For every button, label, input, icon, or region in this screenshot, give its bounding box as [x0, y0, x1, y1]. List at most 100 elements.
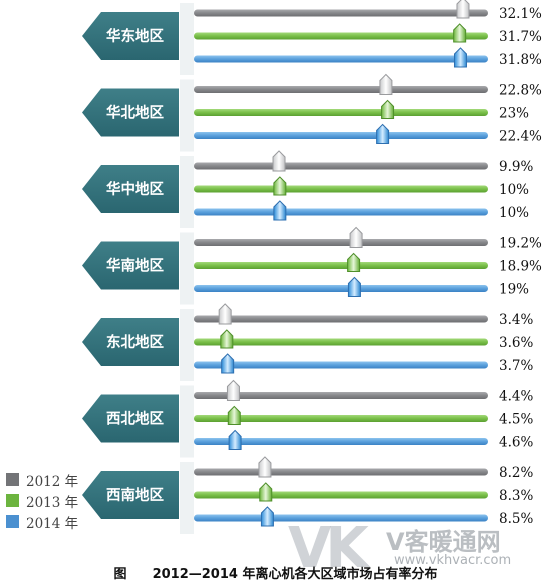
track-2014: [194, 132, 488, 139]
value-label-2014: 31.8%: [499, 52, 542, 68]
value-label-2013: 4.5%: [499, 412, 533, 428]
legend: 2012 年 2013 年 2014 年: [6, 469, 78, 532]
marker-2012: [349, 226, 363, 248]
value-label-2014: 19%: [499, 282, 529, 298]
region-group: 华中地区 9.9% 10% 10%: [82, 150, 533, 228]
value-label-2013: 10%: [499, 182, 529, 198]
marker-2013: [259, 482, 273, 502]
caption-label: 图: [113, 567, 127, 582]
marker-2014: [273, 200, 287, 221]
track-2012: [194, 162, 488, 170]
track-2014: [194, 55, 488, 63]
legend-item-2013: 2013 年: [6, 490, 78, 511]
marker-2012: [218, 303, 232, 325]
track-2014: [194, 438, 488, 445]
region-panel: [180, 462, 194, 534]
track-2014: [194, 361, 488, 369]
marker-2014: [228, 429, 242, 450]
marker-2014: [260, 506, 274, 527]
track-2013: [194, 262, 488, 269]
legend-label-2013: 2013 年: [26, 494, 79, 511]
track-2013: [194, 491, 488, 499]
region-tag: [82, 165, 179, 213]
region-label: 华东地区: [106, 27, 164, 45]
region-group: 华东地区 32.1% 31.7% 31.8%: [82, 0, 542, 75]
region-tag: [82, 241, 179, 290]
marker-2013: [381, 99, 395, 119]
region-tag: [82, 12, 179, 60]
value-label-2014: 22.4%: [499, 129, 542, 145]
track-2013: [194, 338, 488, 346]
marker-2014: [221, 353, 235, 374]
marker-2014: [453, 47, 467, 68]
marker-2013: [220, 329, 234, 349]
region-tag: [82, 318, 179, 366]
region-group: 西南地区 8.2% 8.3% 8.5%: [82, 456, 533, 534]
value-label-2012: 22.8%: [499, 83, 542, 99]
region-panel: [180, 3, 194, 75]
marker-2014: [347, 276, 361, 297]
region-panel: [180, 156, 194, 228]
value-label-2012: 8.2%: [499, 465, 533, 481]
legend-swatch-2012: [6, 473, 19, 486]
legend-label-2014: 2014 年: [26, 515, 79, 532]
track-2012: [194, 9, 488, 17]
region-label: 西北地区: [106, 410, 164, 428]
marker-2012: [258, 456, 272, 478]
marker-2012: [456, 0, 470, 19]
value-label-2012: 19.2%: [499, 236, 542, 252]
track-2013: [194, 185, 488, 193]
value-label-2014: 3.7%: [499, 358, 533, 374]
region-label: 华南地区: [106, 257, 164, 275]
track-2013: [194, 415, 488, 422]
region-panel: [180, 232, 194, 305]
value-label-2014: 8.5%: [499, 511, 533, 527]
marker-2012: [379, 73, 393, 95]
value-label-2013: 3.6%: [499, 335, 533, 351]
value-label-2013: 18.9%: [499, 259, 542, 275]
legend-item-2012: 2012 年: [6, 469, 78, 490]
marker-2013: [453, 23, 467, 43]
region-tag: [82, 471, 179, 519]
marker-2012: [272, 150, 286, 172]
region-tag: [82, 394, 179, 443]
legend-label-2012: 2012 年: [26, 473, 79, 490]
marker-2013: [347, 252, 361, 272]
track-2013: [194, 32, 488, 40]
region-label: 华北地区: [106, 104, 164, 122]
region-group: 东北地区 3.4% 3.6% 3.7%: [82, 303, 533, 381]
value-label-2013: 23%: [499, 106, 529, 122]
region-panel: [180, 385, 194, 458]
value-label-2013: 8.3%: [499, 488, 533, 504]
marker-2013: [273, 176, 287, 196]
track-2012: [194, 315, 488, 323]
value-label-2014: 4.6%: [499, 435, 533, 451]
legend-item-2014: 2014 年: [6, 511, 78, 532]
region-label: 西南地区: [106, 486, 164, 504]
caption-title: 2012—2014 年离心机各大区域市场占有率分布: [152, 567, 438, 582]
figure-caption: 图 2012—2014 年离心机各大区域市场占有率分布: [0, 563, 551, 582]
track-2014: [194, 208, 488, 216]
marker-2012: [226, 379, 240, 401]
value-label-2014: 10%: [499, 205, 529, 221]
marker-2013: [227, 405, 241, 425]
value-label-2012: 9.9%: [499, 159, 533, 175]
value-label-2012: 32.1%: [499, 6, 542, 22]
marker-2014: [376, 123, 390, 144]
track-2013: [194, 109, 488, 116]
legend-swatch-2014: [6, 515, 19, 528]
region-groups: 华东地区 32.1% 31.7% 31.8% 华北地区 22.8% 23% 22.4% 华中地区…: [82, 0, 542, 534]
region-label: 华中地区: [106, 180, 164, 198]
track-2012: [194, 239, 488, 246]
track-2012: [194, 468, 488, 476]
value-label-2012: 3.4%: [499, 312, 533, 328]
track-2012: [194, 86, 488, 93]
legend-swatch-2013: [6, 494, 19, 507]
track-2014: [194, 514, 488, 522]
region-panel: [180, 79, 194, 152]
region-group: 华南地区 19.2% 18.9% 19%: [82, 226, 542, 305]
region-panel: [180, 309, 194, 381]
region-label: 东北地区: [106, 333, 164, 351]
value-label-2012: 4.4%: [499, 389, 533, 405]
